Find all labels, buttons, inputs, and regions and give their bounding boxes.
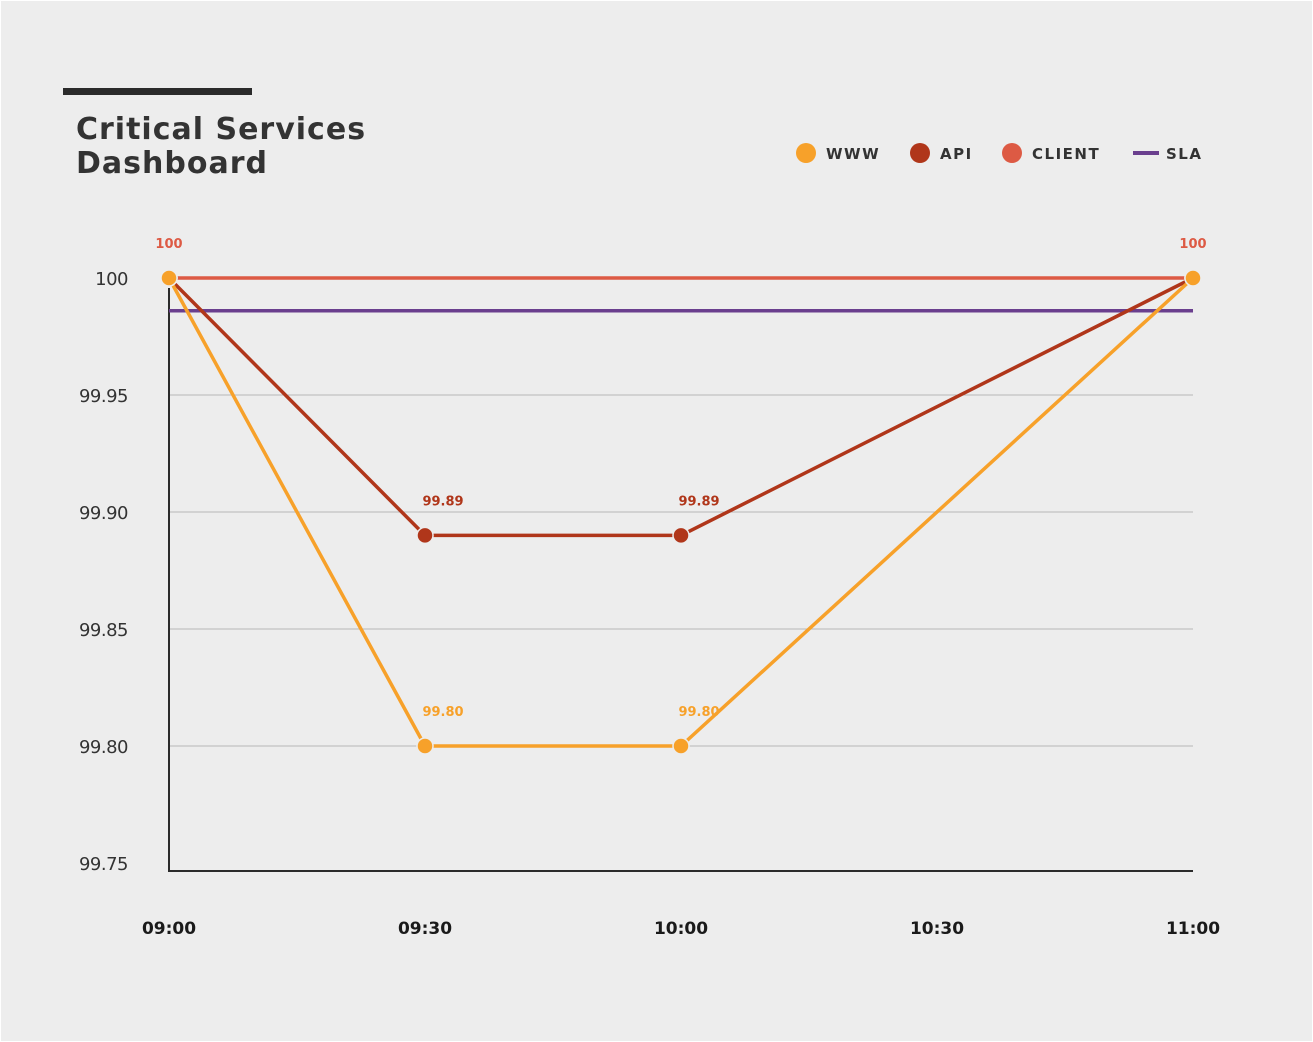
x-tick-label: 11:00 [1166,919,1220,939]
x-tick-label: 09:00 [142,919,196,939]
data-point-www [160,269,178,287]
data-point-api [672,526,690,545]
legend-swatch-api [910,143,930,163]
y-tick-label: 99.85 [79,620,128,641]
chart-title: Critical Services Dashboard [76,112,367,181]
legend-swatch-client [1002,143,1022,163]
data-label-client: 100 [155,237,182,252]
title-accent-bar [63,88,252,95]
legend-swatch-www [796,143,816,163]
data-label-api: 99.89 [422,494,463,509]
data-label-api: 99.89 [678,494,719,509]
legend-label-api: API [940,145,973,163]
x-tick-label: 10:00 [654,919,708,939]
y-tick-label: 99.90 [79,503,128,524]
y-tick-label: 99.95 [79,386,128,407]
y-tick-label: 99.75 [79,854,128,875]
legend-label-sla: SLA [1166,145,1202,163]
y-tick-label: 99.80 [79,737,128,758]
legend-label-www: WWW [826,145,880,163]
y-tick-label: 100 [95,269,128,290]
data-label-www: 99.80 [678,705,719,720]
data-label-client: 100 [1179,237,1206,252]
data-label-www: 99.80 [422,705,463,720]
series-line-api [167,276,1194,538]
data-point-www [416,737,434,755]
x-tick-label: 10:30 [910,919,964,939]
data-point-www [672,737,690,755]
legend-label-client: CLIENT [1032,145,1100,163]
series-line-www [167,276,1195,748]
x-tick-label: 09:30 [398,919,452,939]
data-point-api [416,526,434,545]
data-point-www [1184,269,1202,287]
